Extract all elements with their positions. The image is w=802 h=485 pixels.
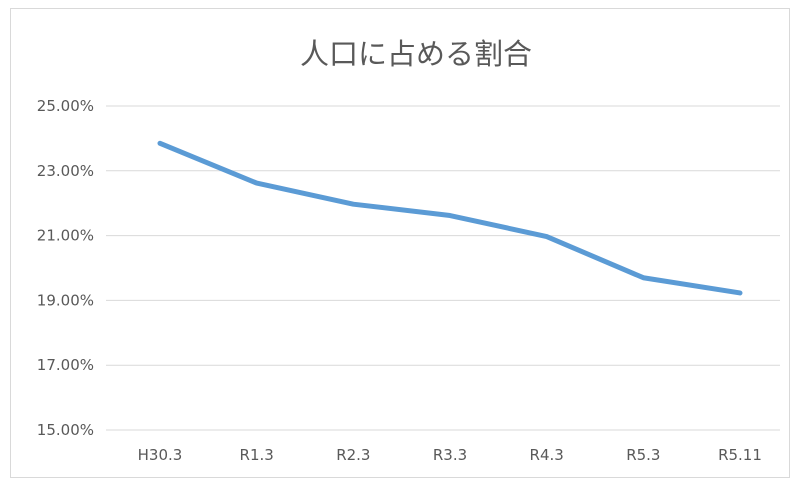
x-tick-label: R2.3 [336, 446, 370, 464]
y-tick-label: 15.00% [37, 421, 94, 439]
x-axis-ticks: H30.3 R1.3 R2.3 R3.3 R4.3 R5.3 R5.11 [138, 446, 762, 464]
chart-title: 人口に占める割合 [300, 37, 532, 71]
y-gridlines [106, 105, 780, 431]
series-line [157, 140, 743, 296]
y-tick-label: 25.00% [37, 97, 94, 115]
x-tick-label: R5.3 [626, 446, 660, 464]
y-axis-ticks: 15.00% 17.00% 19.00% 21.00% 23.00% 25.00% [37, 97, 94, 439]
chart-frame [10, 8, 790, 478]
x-tick-label: R1.3 [240, 446, 274, 464]
y-tick-label: 23.00% [37, 162, 94, 180]
x-tick-label: R3.3 [433, 446, 467, 464]
y-tick-label: 17.00% [37, 356, 94, 374]
series-lines [157, 140, 743, 296]
y-tick-label: 21.00% [37, 227, 94, 245]
x-tick-label: R5.11 [718, 446, 762, 464]
x-tick-label: H30.3 [138, 446, 183, 464]
x-tick-label: R4.3 [530, 446, 564, 464]
y-tick-label: 19.00% [37, 291, 94, 309]
